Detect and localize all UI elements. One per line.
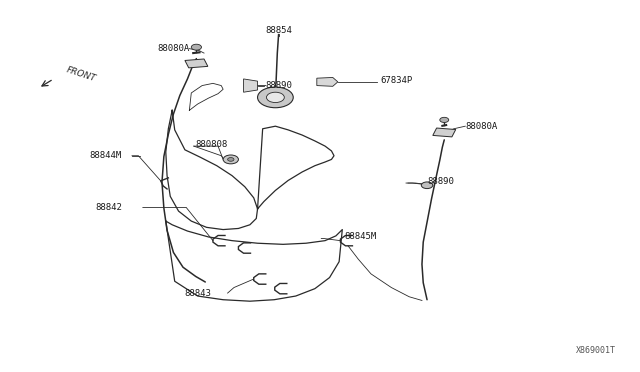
Circle shape bbox=[421, 182, 433, 189]
Polygon shape bbox=[244, 79, 257, 92]
Text: 88890: 88890 bbox=[266, 81, 292, 90]
Text: 88844M: 88844M bbox=[90, 151, 122, 160]
Polygon shape bbox=[185, 59, 208, 68]
Circle shape bbox=[191, 44, 202, 50]
Polygon shape bbox=[317, 77, 338, 86]
Circle shape bbox=[223, 155, 239, 164]
Circle shape bbox=[228, 158, 234, 161]
Circle shape bbox=[266, 92, 284, 103]
Text: 880808: 880808 bbox=[196, 140, 228, 149]
Polygon shape bbox=[433, 128, 456, 137]
Text: 88845M: 88845M bbox=[344, 232, 376, 241]
Text: 88080A: 88080A bbox=[157, 44, 189, 53]
Text: X869001T: X869001T bbox=[576, 346, 616, 355]
Circle shape bbox=[257, 87, 293, 108]
Text: 88842: 88842 bbox=[96, 203, 123, 212]
Text: 67834P: 67834P bbox=[381, 76, 413, 85]
Text: 88890: 88890 bbox=[427, 177, 454, 186]
Text: 88854: 88854 bbox=[265, 26, 292, 35]
Circle shape bbox=[440, 117, 449, 122]
Text: 88843: 88843 bbox=[184, 289, 211, 298]
Text: 88080A: 88080A bbox=[465, 122, 497, 131]
Text: FRONT: FRONT bbox=[65, 65, 97, 84]
